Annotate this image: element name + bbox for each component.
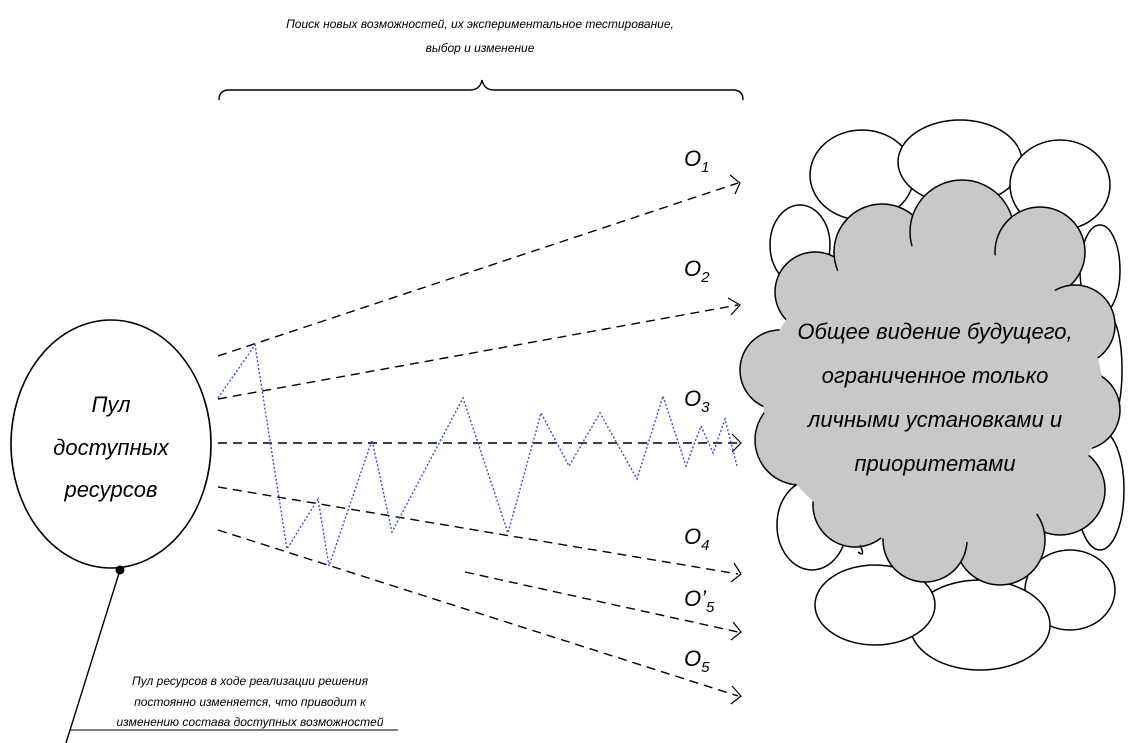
option-label-o5: O5	[684, 646, 710, 676]
pool-label-line2: доступных	[53, 435, 170, 460]
svg-text:O4: O4	[684, 524, 709, 554]
option-letter: O	[684, 146, 701, 171]
option-label-o5-prime: O’5	[684, 586, 715, 616]
option-subscript: 4	[701, 537, 709, 554]
option-subscript: 2	[700, 269, 710, 286]
option-arrow-o1	[217, 174, 741, 357]
option-subscript: 5	[706, 599, 715, 616]
exploration-zigzag-path	[217, 343, 738, 567]
resource-pool-circle	[10, 319, 212, 569]
vision-text-line2: ограниченное только	[822, 363, 1049, 388]
top-note-line1: Поиск новых возможностей, их эксперимент…	[286, 17, 674, 31]
pool-pointer-dot	[115, 565, 125, 575]
option-arrow-o5-prime	[464, 571, 742, 641]
option-label-o3: O3	[684, 386, 710, 416]
top-brace	[218, 79, 744, 101]
option-letter: O	[684, 386, 701, 411]
bottom-note-line1: Пул ресурсов в ходе реализации решения	[132, 674, 369, 688]
option-letter: O	[684, 256, 701, 281]
option-arrow-o4	[217, 486, 742, 583]
option-arrow-o2	[217, 297, 741, 400]
option-label-o2: O2	[684, 256, 710, 286]
vision-text-line1: Общее видение будущего,	[797, 319, 1072, 344]
vision-cloud-core	[763, 245, 1103, 555]
pool-label-line1: Пул	[91, 392, 130, 417]
pool-label-line3: ресурсов	[64, 477, 158, 502]
pool-pointer-line	[65, 569, 121, 743]
option-arrow-o5	[217, 529, 742, 705]
bottom-note-line3: изменению состава доступных возможностей	[116, 715, 383, 729]
option-letter: O	[684, 524, 701, 549]
option-arrow-o3	[218, 433, 742, 453]
option-subscript: 3	[701, 399, 710, 416]
vision-text-line4: приоритетами	[854, 451, 1015, 476]
svg-text:O1: O1	[684, 146, 709, 176]
option-label-o4: O4	[684, 524, 709, 554]
svg-text:O2: O2	[684, 256, 710, 286]
top-note-line2: выбор и изменение	[426, 41, 535, 55]
bottom-note-line2: постоянно изменяется, что приводит к	[134, 695, 367, 709]
option-label-o1: O1	[684, 146, 709, 176]
vision-text-line3: личными установками и	[806, 407, 1062, 432]
option-subscript: 1	[701, 159, 709, 176]
option-subscript: 5	[701, 659, 710, 676]
svg-text:O3: O3	[684, 386, 710, 416]
svg-text:O5: O5	[684, 646, 710, 676]
option-letter: O	[684, 646, 701, 671]
option-letter: O’	[684, 586, 707, 611]
svg-text:O’5: O’5	[684, 586, 715, 616]
